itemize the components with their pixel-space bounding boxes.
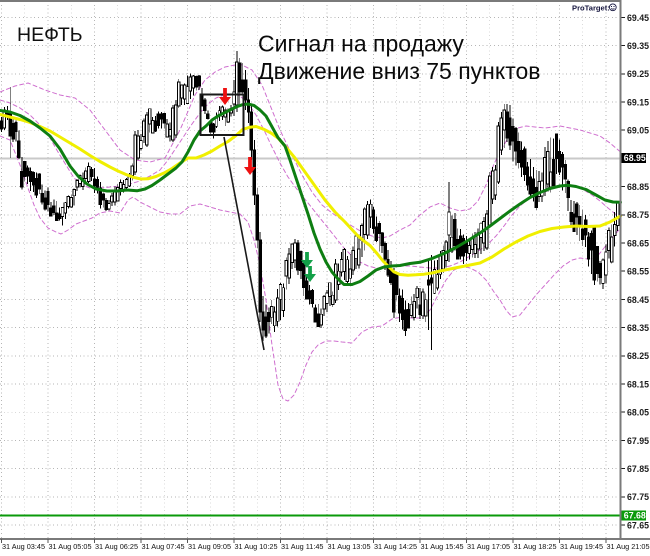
svg-text:НЕФТЬ: НЕФТЬ: [17, 24, 83, 46]
svg-text:Сигнал на продажу: Сигнал на продажу: [258, 31, 464, 57]
svg-text:68.55: 68.55: [627, 267, 649, 277]
svg-text:Движение вниз 75 пунктов: Движение вниз 75 пунктов: [258, 58, 541, 84]
svg-text:69.25: 69.25: [627, 69, 649, 79]
svg-text:31 Aug 09:05: 31 Aug 09:05: [188, 542, 231, 551]
svg-text:67.85: 67.85: [627, 464, 649, 474]
svg-text:31 Aug 11:45: 31 Aug 11:45: [281, 542, 323, 551]
svg-text:69.35: 69.35: [627, 41, 649, 51]
svg-text:68.35: 68.35: [627, 323, 649, 333]
svg-text:31 Aug 07:45: 31 Aug 07:45: [142, 542, 185, 551]
svg-text:67.68: 67.68: [624, 511, 646, 521]
svg-text:ProTarget:: ProTarget:: [572, 4, 610, 13]
svg-text:31 Aug 06:25: 31 Aug 06:25: [95, 542, 138, 551]
svg-text:68.65: 68.65: [627, 238, 649, 248]
svg-text:69.05: 69.05: [627, 126, 649, 136]
svg-text:68.45: 68.45: [627, 295, 649, 305]
svg-text:31 Aug 13:05: 31 Aug 13:05: [328, 542, 371, 551]
svg-text:68.95: 68.95: [624, 153, 646, 163]
svg-text:68.05: 68.05: [627, 408, 649, 418]
svg-text:68.15: 68.15: [627, 379, 649, 389]
svg-text:31 Aug 03:45: 31 Aug 03:45: [2, 542, 45, 551]
svg-text:31 Aug 15:45: 31 Aug 15:45: [421, 542, 464, 551]
svg-text:31 Aug 18:25: 31 Aug 18:25: [514, 542, 557, 551]
svg-text:31 Aug 05:05: 31 Aug 05:05: [49, 542, 92, 551]
svg-text:67.75: 67.75: [627, 492, 649, 502]
svg-text:68.85: 68.85: [627, 182, 649, 192]
svg-text:67.65: 67.65: [627, 520, 649, 530]
svg-text:31 Aug 10:25: 31 Aug 10:25: [235, 542, 278, 551]
svg-text:31 Aug 17:05: 31 Aug 17:05: [467, 542, 510, 551]
svg-text:69.45: 69.45: [627, 13, 649, 23]
svg-text:67.95: 67.95: [627, 436, 649, 446]
svg-text:68.75: 68.75: [627, 210, 649, 220]
svg-text:31 Aug 21:05: 31 Aug 21:05: [607, 542, 650, 551]
svg-text:69.15: 69.15: [627, 97, 649, 107]
svg-text:31 Aug 14:25: 31 Aug 14:25: [374, 542, 417, 551]
svg-text:68.25: 68.25: [627, 351, 649, 361]
svg-text:31 Aug 19:45: 31 Aug 19:45: [560, 542, 603, 551]
